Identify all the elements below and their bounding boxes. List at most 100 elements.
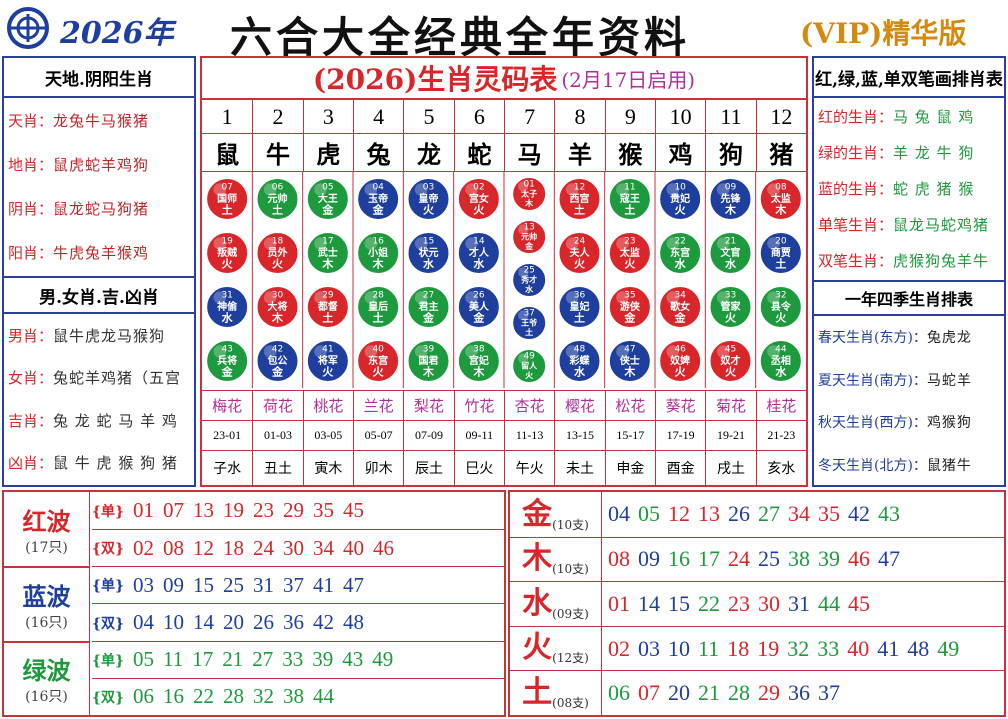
ball [305,231,350,275]
wave-number: 47 [343,572,365,597]
ball-shine [414,183,428,196]
wave-number: 23 [253,498,275,523]
ball-shine [666,183,680,196]
ball [758,285,803,329]
ball-element: 金 [674,311,687,325]
zodiac: 马 [504,134,555,172]
row-value: 鼠 牛 虎 猴 狗 猪 [53,454,178,473]
row: 红的生肖：马 兔 鼠 鸡 [814,98,1004,134]
ball-number: 41 [322,345,333,355]
row-value: 马 兔 鼠 鸡 [893,107,975,126]
ball [205,285,250,329]
row-label: 吉肖： [8,411,54,430]
row-value: 龙兔牛马猴猪 [53,111,150,130]
ball-number: 02 [473,183,484,193]
element-number: 48 [907,635,930,661]
ball-number: 27 [423,291,434,301]
ball-name: 留人 [521,361,538,371]
ball-number: 29 [322,291,334,301]
ball-shine [263,345,277,358]
element-number: 21 [698,680,720,706]
row: 凶肖：鼠 牛 虎 猴 狗 猪 [4,442,194,485]
wave-number: 05 [133,647,155,672]
wave-number: 30 [283,535,305,560]
row-label: 凶肖： [8,454,54,473]
ball-name: 员外 [268,246,288,259]
branch: 寅木 [302,450,353,485]
ball-shine [364,291,378,304]
ball-number: 16 [372,237,384,247]
ball-element: 水 [524,284,534,294]
element-row: 06 07 20 21 28 29 36 37 [602,670,1004,715]
ball-name: 宫女 [469,192,489,205]
wave-number: 44 [313,684,335,709]
element-name: 金 [522,496,553,532]
element-label: 土 (08支) [510,670,602,715]
row-label: 夏天生肖(南方)： [818,372,927,389]
ball [511,176,548,212]
column-index: 3 [302,100,353,134]
ball-element: 土 [574,311,585,325]
element-number: 33 [817,635,840,661]
wave-number: 31 [253,572,275,597]
ball-name: 大将 [268,300,288,313]
ball [658,339,703,383]
element-count: (10支) [552,517,589,532]
ball [658,285,703,329]
ball-number: 37 [523,308,534,318]
ball [607,231,652,275]
row-label: 秋天生肖(西方)： [818,415,927,432]
ball [557,339,602,383]
element-number: 38 [788,546,810,572]
element-number: 25 [758,546,780,572]
ball [406,285,451,329]
ball-number: 22 [674,237,685,247]
wave-number: 12 [193,535,215,560]
ball-number: 30 [272,291,284,301]
ball [758,231,803,275]
wave-number: 01 [133,498,155,523]
wave-count: (17只) [25,539,68,556]
section-title: 男.女肖.吉.凶肖 [4,276,194,314]
ball-element: 金 [271,365,284,379]
element-name: 火 [522,630,553,666]
element-number: 14 [638,590,660,616]
zodiac: 羊 [554,134,605,172]
column-index: 10 [655,100,706,134]
ball-name: 君主 [419,300,439,313]
ball-element: 金 [422,311,435,325]
wave-number: 14 [193,610,215,634]
ball-number: 34 [674,291,686,301]
ball-shine [616,345,629,358]
ball-element: 水 [222,311,234,325]
ball-name: 元帅 [521,232,537,242]
ball-name: 叛贼 [217,246,237,259]
section-title: 天地.阴阳生肖 [4,58,194,98]
ball-element: 木 [472,365,485,379]
branch: 申金 [604,450,655,485]
ball [255,231,300,275]
wave-count: (16只) [25,689,68,706]
element-number: 13 [698,501,720,527]
element-number: 27 [758,501,780,527]
wave-number: 03 [133,572,155,597]
ball-shine [314,237,327,250]
wave-number: 40 [343,535,365,560]
ball-shine [666,237,680,250]
center-title: (2026)生肖灵码表 [312,63,558,96]
ball-number: 03 [423,183,434,193]
ball-name: 皇后 [368,300,388,313]
ball-number: 42 [272,345,283,355]
element-label: 水 (09支) [510,581,602,626]
time: 03-05 [302,420,353,450]
ball [205,339,250,383]
element-number: 31 [788,590,810,616]
ball-shine [716,345,730,358]
ball-name: 才人 [469,246,490,259]
element-name: 土 [522,674,553,710]
ball-number: 46 [674,345,686,355]
row-value: 马蛇羊 [926,372,972,389]
ball-name: 美人 [469,300,490,313]
column-index: 6 [453,100,504,134]
flower: 桂花 [755,390,806,420]
